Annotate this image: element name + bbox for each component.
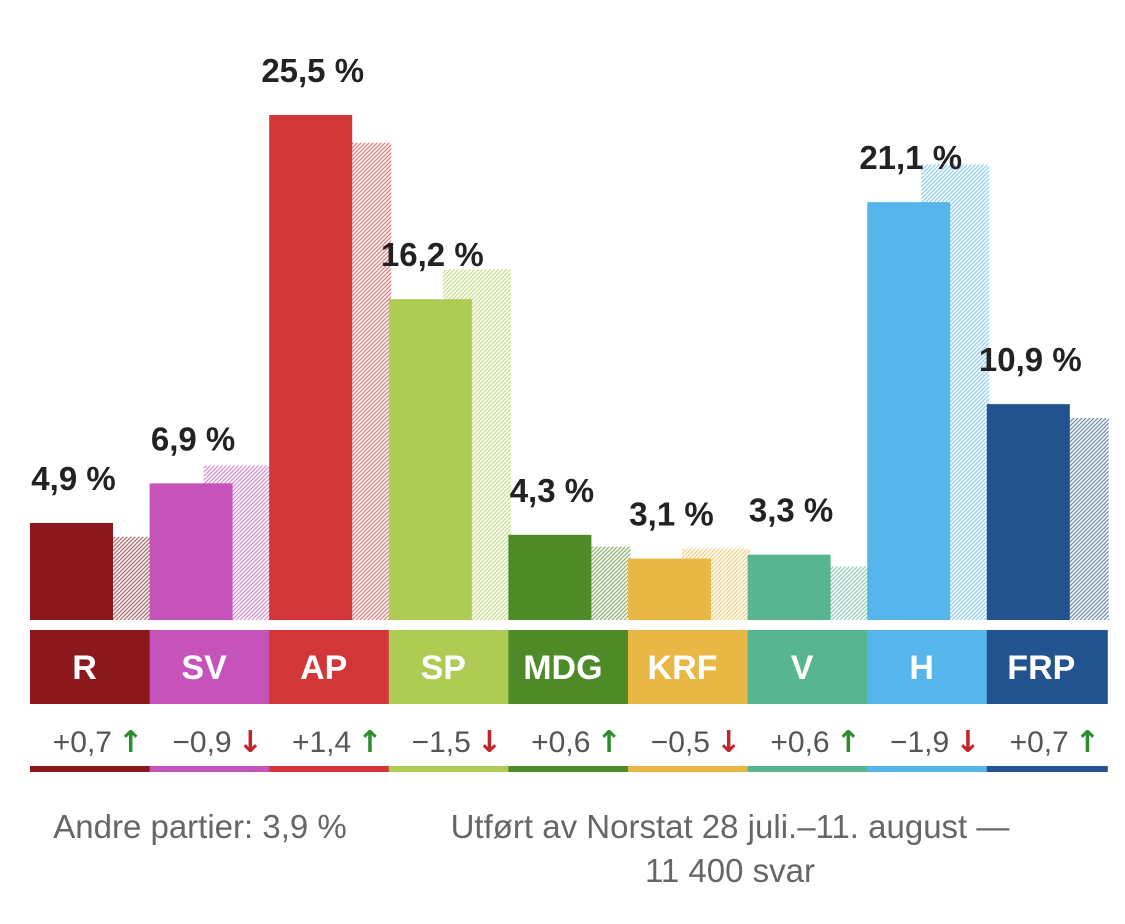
value-label-r: 4,9 % <box>31 460 115 497</box>
party-label-frp: FRP <box>1007 649 1075 687</box>
value-label-mdg: 4,3 % <box>510 472 594 509</box>
bar-h <box>867 202 951 620</box>
party-label-v: V <box>791 649 814 687</box>
party-box-krf <box>628 630 749 704</box>
value-label-sp: 16,2 % <box>381 236 484 273</box>
arrow-up-icon: ↑ <box>1075 725 1100 760</box>
color-strip-ap <box>269 766 391 772</box>
source-line-1: Utført av Norstat 28 juli.–11. august — <box>450 808 1010 845</box>
bar-sv <box>149 483 233 620</box>
arrow-up-icon: ↑ <box>357 725 382 760</box>
value-label-frp: 10,9 % <box>979 341 1082 378</box>
party-box-h <box>867 630 989 704</box>
color-strip-krf <box>628 766 749 772</box>
party-box-frp <box>986 630 1108 704</box>
party-box-r <box>30 630 151 704</box>
arrow-up-icon: ↑ <box>118 725 143 760</box>
party-label-h: H <box>909 649 934 687</box>
arrow-down-icon: ↓ <box>477 725 502 760</box>
arrow-up-icon: ↑ <box>596 725 621 760</box>
color-strip-sp <box>388 766 510 772</box>
party-box-sp <box>388 630 510 704</box>
change-label-frp: +0,7 <box>1010 726 1069 759</box>
change-label-krf: −0,5 <box>651 726 710 759</box>
arrow-down-icon: ↓ <box>955 725 980 760</box>
change-label-ap: +1,4 <box>292 726 351 759</box>
change-label-sp: −1,5 <box>412 726 471 759</box>
bar-krf <box>628 558 711 620</box>
bar-sp <box>388 299 472 620</box>
party-box-ap <box>269 630 391 704</box>
bar-v <box>747 554 831 620</box>
party-box-mdg <box>508 630 630 704</box>
party-label-krf: KRF <box>648 649 718 687</box>
arrow-up-icon: ↑ <box>836 725 861 760</box>
color-strip-v <box>747 766 869 772</box>
value-label-ap: 25,5 % <box>261 52 364 89</box>
party-box-v <box>747 630 869 704</box>
change-label-sv: −0,9 <box>172 726 231 759</box>
change-label-r: +0,7 <box>53 726 112 759</box>
color-strip-mdg <box>508 766 630 772</box>
bar-frp <box>986 404 1070 620</box>
party-labels-layer: 4,9 % R 6,9 % SV 25,5 % AP 16,2 % SP 4,3 % MDG 3,1… <box>30 52 1108 704</box>
value-label-h: 21,1 % <box>859 139 962 176</box>
other-parties-note: Andre partier: 3,9 % <box>53 808 347 845</box>
color-strip-sv <box>149 766 271 772</box>
bars-layer <box>30 115 1109 620</box>
source-note: Utført av Norstat 28 juli.–11. august — … <box>430 805 1030 893</box>
color-strip-r <box>30 766 151 772</box>
change-label-h: −1,9 <box>890 726 949 759</box>
party-label-mdg: MDG <box>523 649 602 687</box>
value-label-v: 3,3 % <box>749 492 833 529</box>
party-label-ap: AP <box>300 649 347 687</box>
value-label-krf: 3,1 % <box>629 496 713 533</box>
color-strip-frp <box>986 766 1108 772</box>
source-line-2: 11 400 svar <box>645 852 815 889</box>
change-label-mdg: +0,6 <box>531 726 590 759</box>
arrow-down-icon: ↓ <box>716 725 741 760</box>
party-box-sv <box>149 630 271 704</box>
bar-r <box>30 522 113 620</box>
party-label-sv: SV <box>181 649 227 687</box>
arrow-down-icon: ↓ <box>238 725 263 760</box>
value-label-sv: 6,9 % <box>151 420 235 457</box>
color-strip-h <box>867 766 989 772</box>
party-label-r: R <box>72 649 97 687</box>
bar-mdg <box>508 534 592 620</box>
bar-ap <box>269 115 353 620</box>
change-label-v: +0,6 <box>770 726 829 759</box>
party-label-sp: SP <box>421 649 466 687</box>
changes-layer: +0,7 ↑ −0,9 ↓ +1,4 ↑ −1,5 ↓ +0,6 ↑ −0,5 ↓ +0,6 ↑ −1,9 ↓… <box>30 725 1108 772</box>
